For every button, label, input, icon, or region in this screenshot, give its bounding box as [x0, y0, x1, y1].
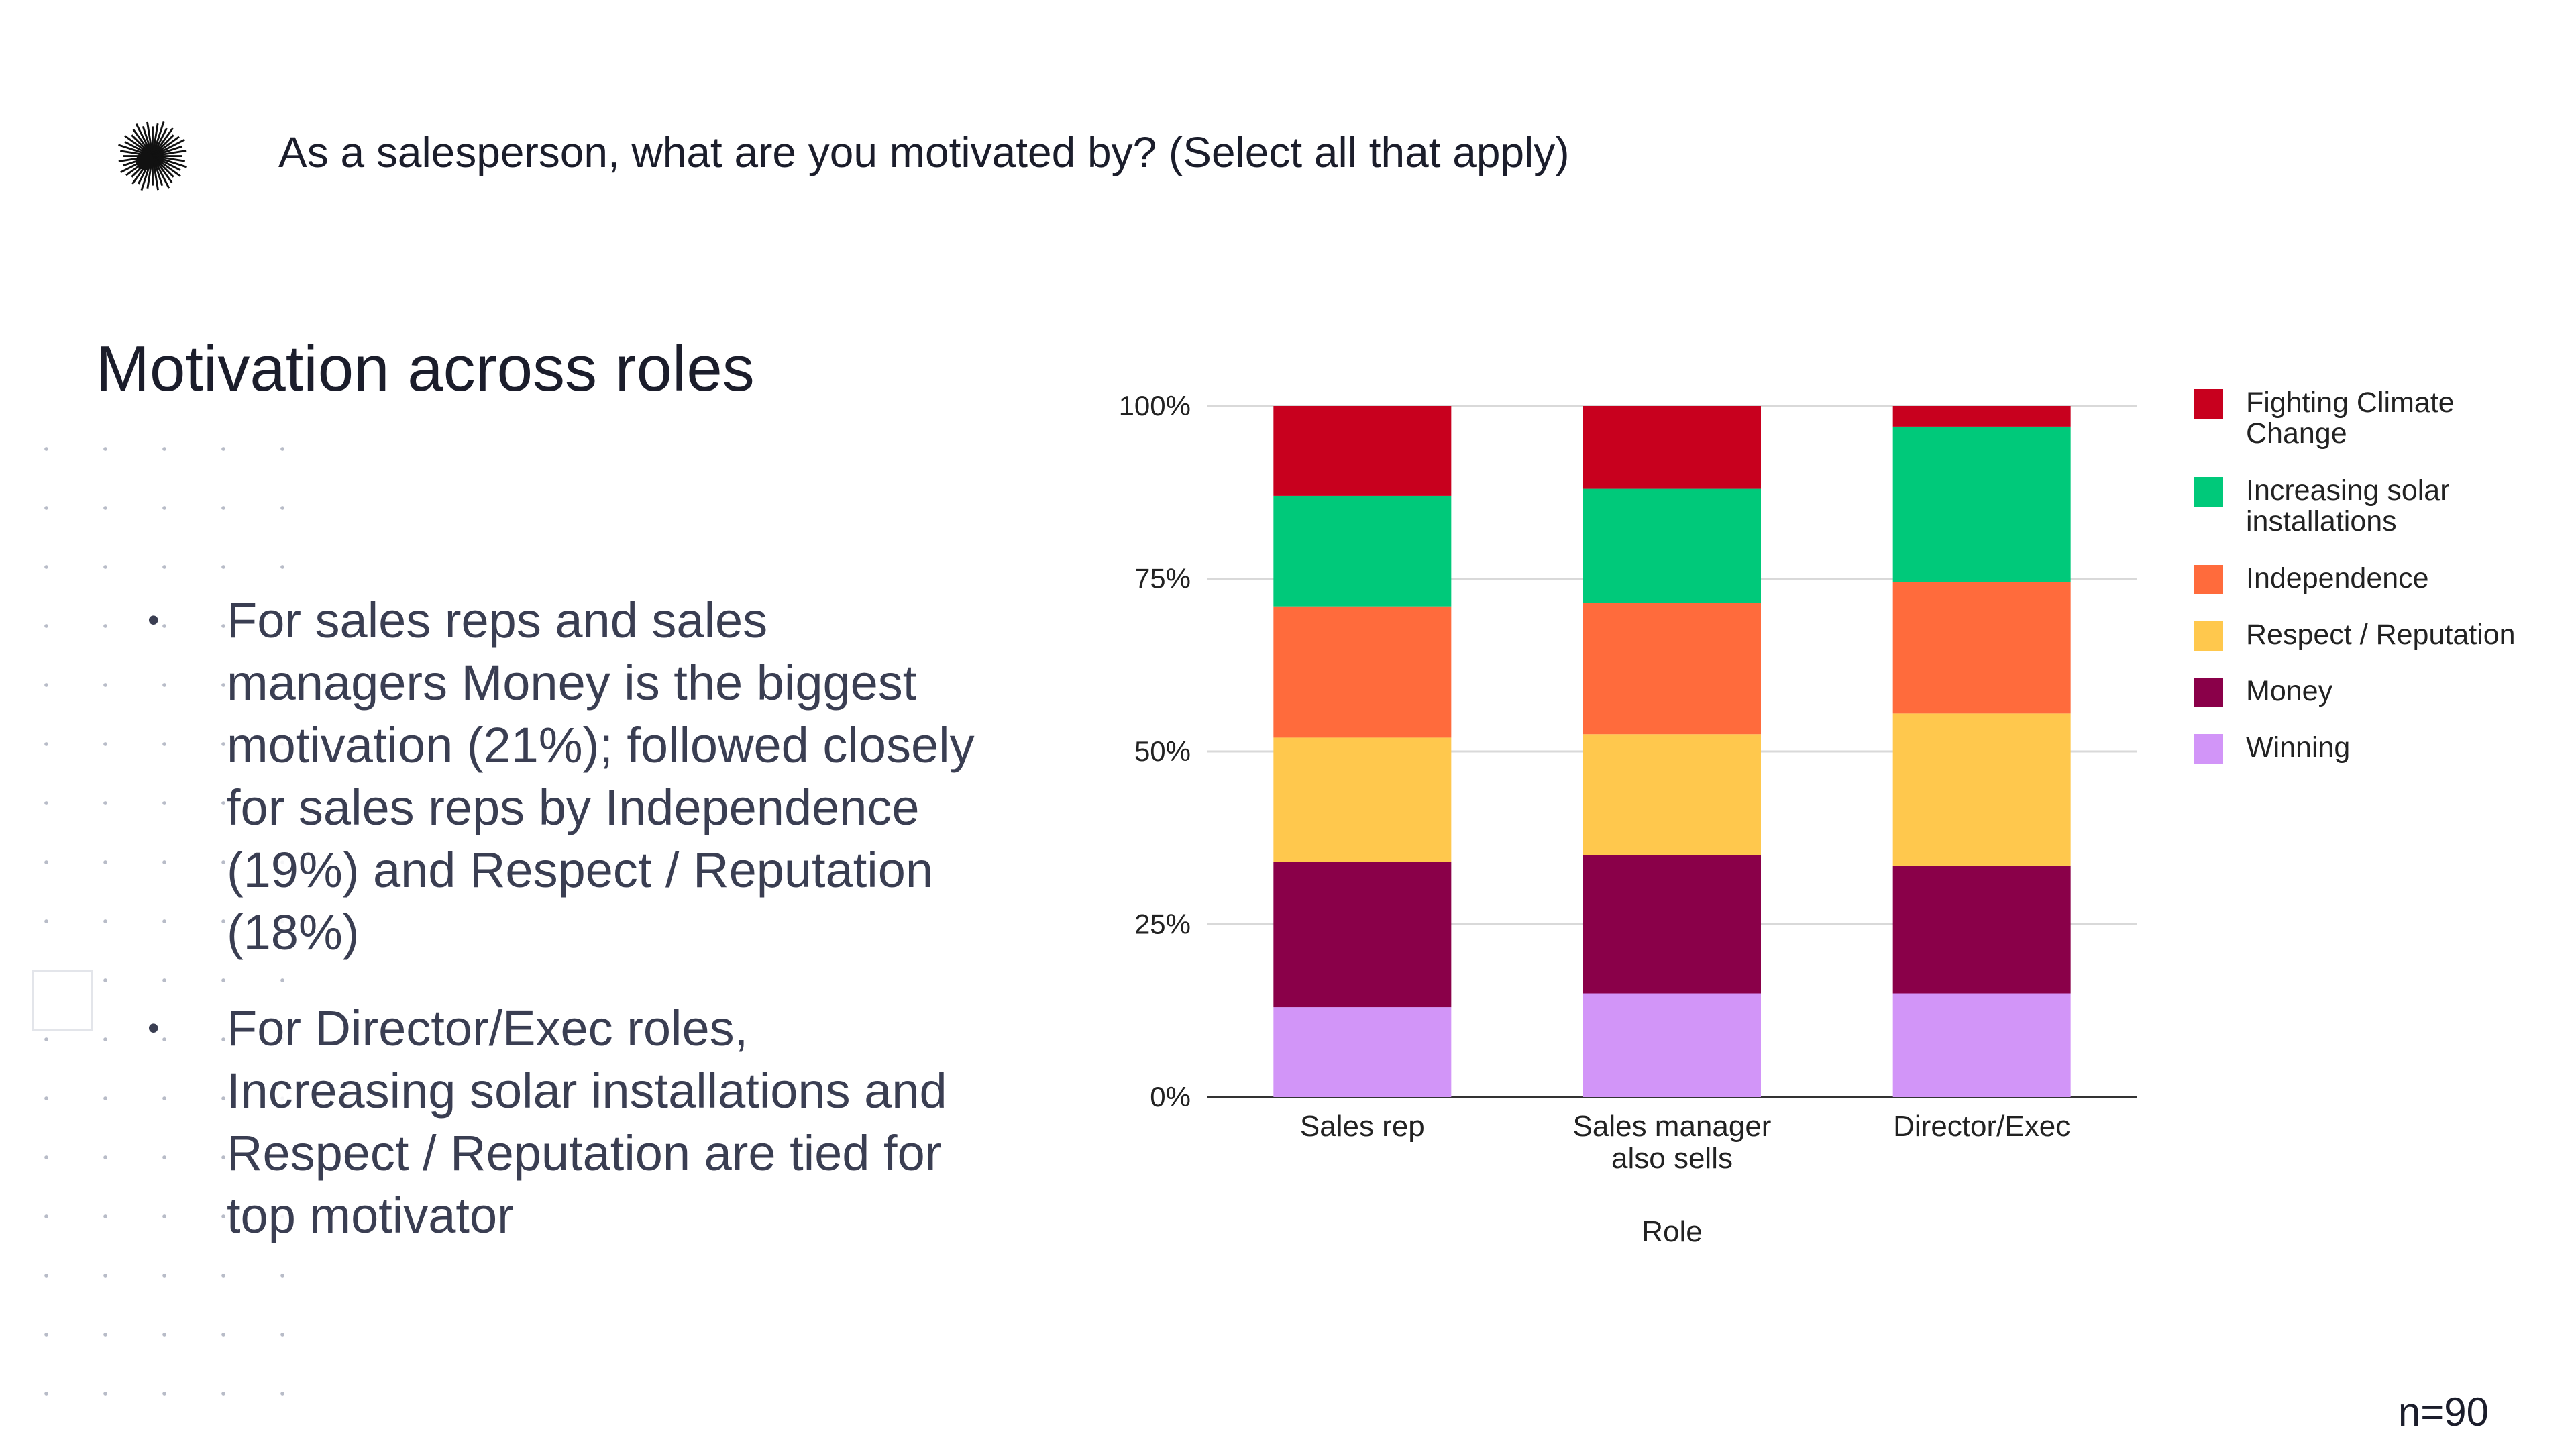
- y-tick-label: 50%: [1134, 735, 1191, 767]
- bar-segment: [1273, 406, 1452, 496]
- bullet-item: • For sales reps and sales managers Mone…: [134, 589, 979, 964]
- bar-segment: [1273, 495, 1452, 607]
- bar-segment: [1273, 1007, 1452, 1097]
- x-axis-title: Role: [1642, 1215, 1703, 1248]
- bullet-dot: •: [148, 1009, 160, 1047]
- bar-segment: [1583, 993, 1761, 1097]
- bullet-text: For Director/Exec roles, Increasing sola…: [227, 1000, 947, 1243]
- bar-segment: [1892, 993, 2071, 1097]
- legend-swatch: [2194, 621, 2223, 651]
- bullet-dot: •: [148, 601, 160, 639]
- y-tick-label: 0%: [1150, 1081, 1191, 1112]
- legend-swatch: [2194, 389, 2223, 419]
- legend-label: Winning: [2246, 731, 2350, 764]
- legend-label: Respect / Reputation: [2246, 619, 2516, 651]
- bar-segment: [1583, 406, 1761, 489]
- legend-swatch: [2194, 734, 2223, 764]
- starburst-icon: [118, 121, 187, 191]
- bar-segment: [1583, 488, 1761, 603]
- bullet-text: For sales reps and sales managers Money …: [227, 592, 975, 960]
- bar-segment: [1273, 737, 1452, 862]
- bar-segment: [1892, 426, 2071, 582]
- bar-segment: [1583, 855, 1761, 994]
- sample-size: n=90: [2398, 1390, 2489, 1435]
- bar-segment: [1892, 865, 2071, 994]
- x-tick-label: Sales manager also sells: [1573, 1110, 1772, 1175]
- survey-question: As a salesperson, what are you motivated…: [278, 128, 1570, 176]
- legend-label: Fighting Climate Change: [2246, 386, 2455, 450]
- bullet-item: • For Director/Exec roles, Increasing so…: [134, 997, 979, 1247]
- bar-segment: [1583, 603, 1761, 735]
- bar-segment: [1583, 734, 1761, 855]
- legend-label: Money: [2246, 675, 2333, 707]
- slide-heading: Motivation across roles: [96, 333, 755, 405]
- decorative-square: [32, 970, 93, 1031]
- legend-swatch: [2194, 477, 2223, 507]
- legend-label: Independence: [2246, 562, 2429, 594]
- stacked-bar-chart: 0% 25% 50% 75% 100% Sales rep Sales manager als…: [1119, 386, 2516, 1248]
- legend-swatch: [2194, 565, 2223, 594]
- bar-segment: [1273, 606, 1452, 738]
- bar-segment: [1892, 406, 2071, 427]
- bar-segment: [1273, 862, 1452, 1008]
- legend-swatch: [2194, 678, 2223, 707]
- x-tick-label: Director/Exec: [1893, 1110, 2070, 1143]
- x-tick-label: Sales rep: [1300, 1110, 1425, 1143]
- bullet-list: • For sales reps and sales managers Mone…: [134, 589, 979, 1280]
- y-tick-label: 100%: [1119, 390, 1191, 421]
- legend-label: Increasing solar installations: [2246, 474, 2450, 537]
- bar-segment: [1892, 582, 2071, 714]
- bar-segment: [1892, 713, 2071, 866]
- y-tick-label: 75%: [1134, 563, 1191, 594]
- y-tick-label: 25%: [1134, 908, 1191, 940]
